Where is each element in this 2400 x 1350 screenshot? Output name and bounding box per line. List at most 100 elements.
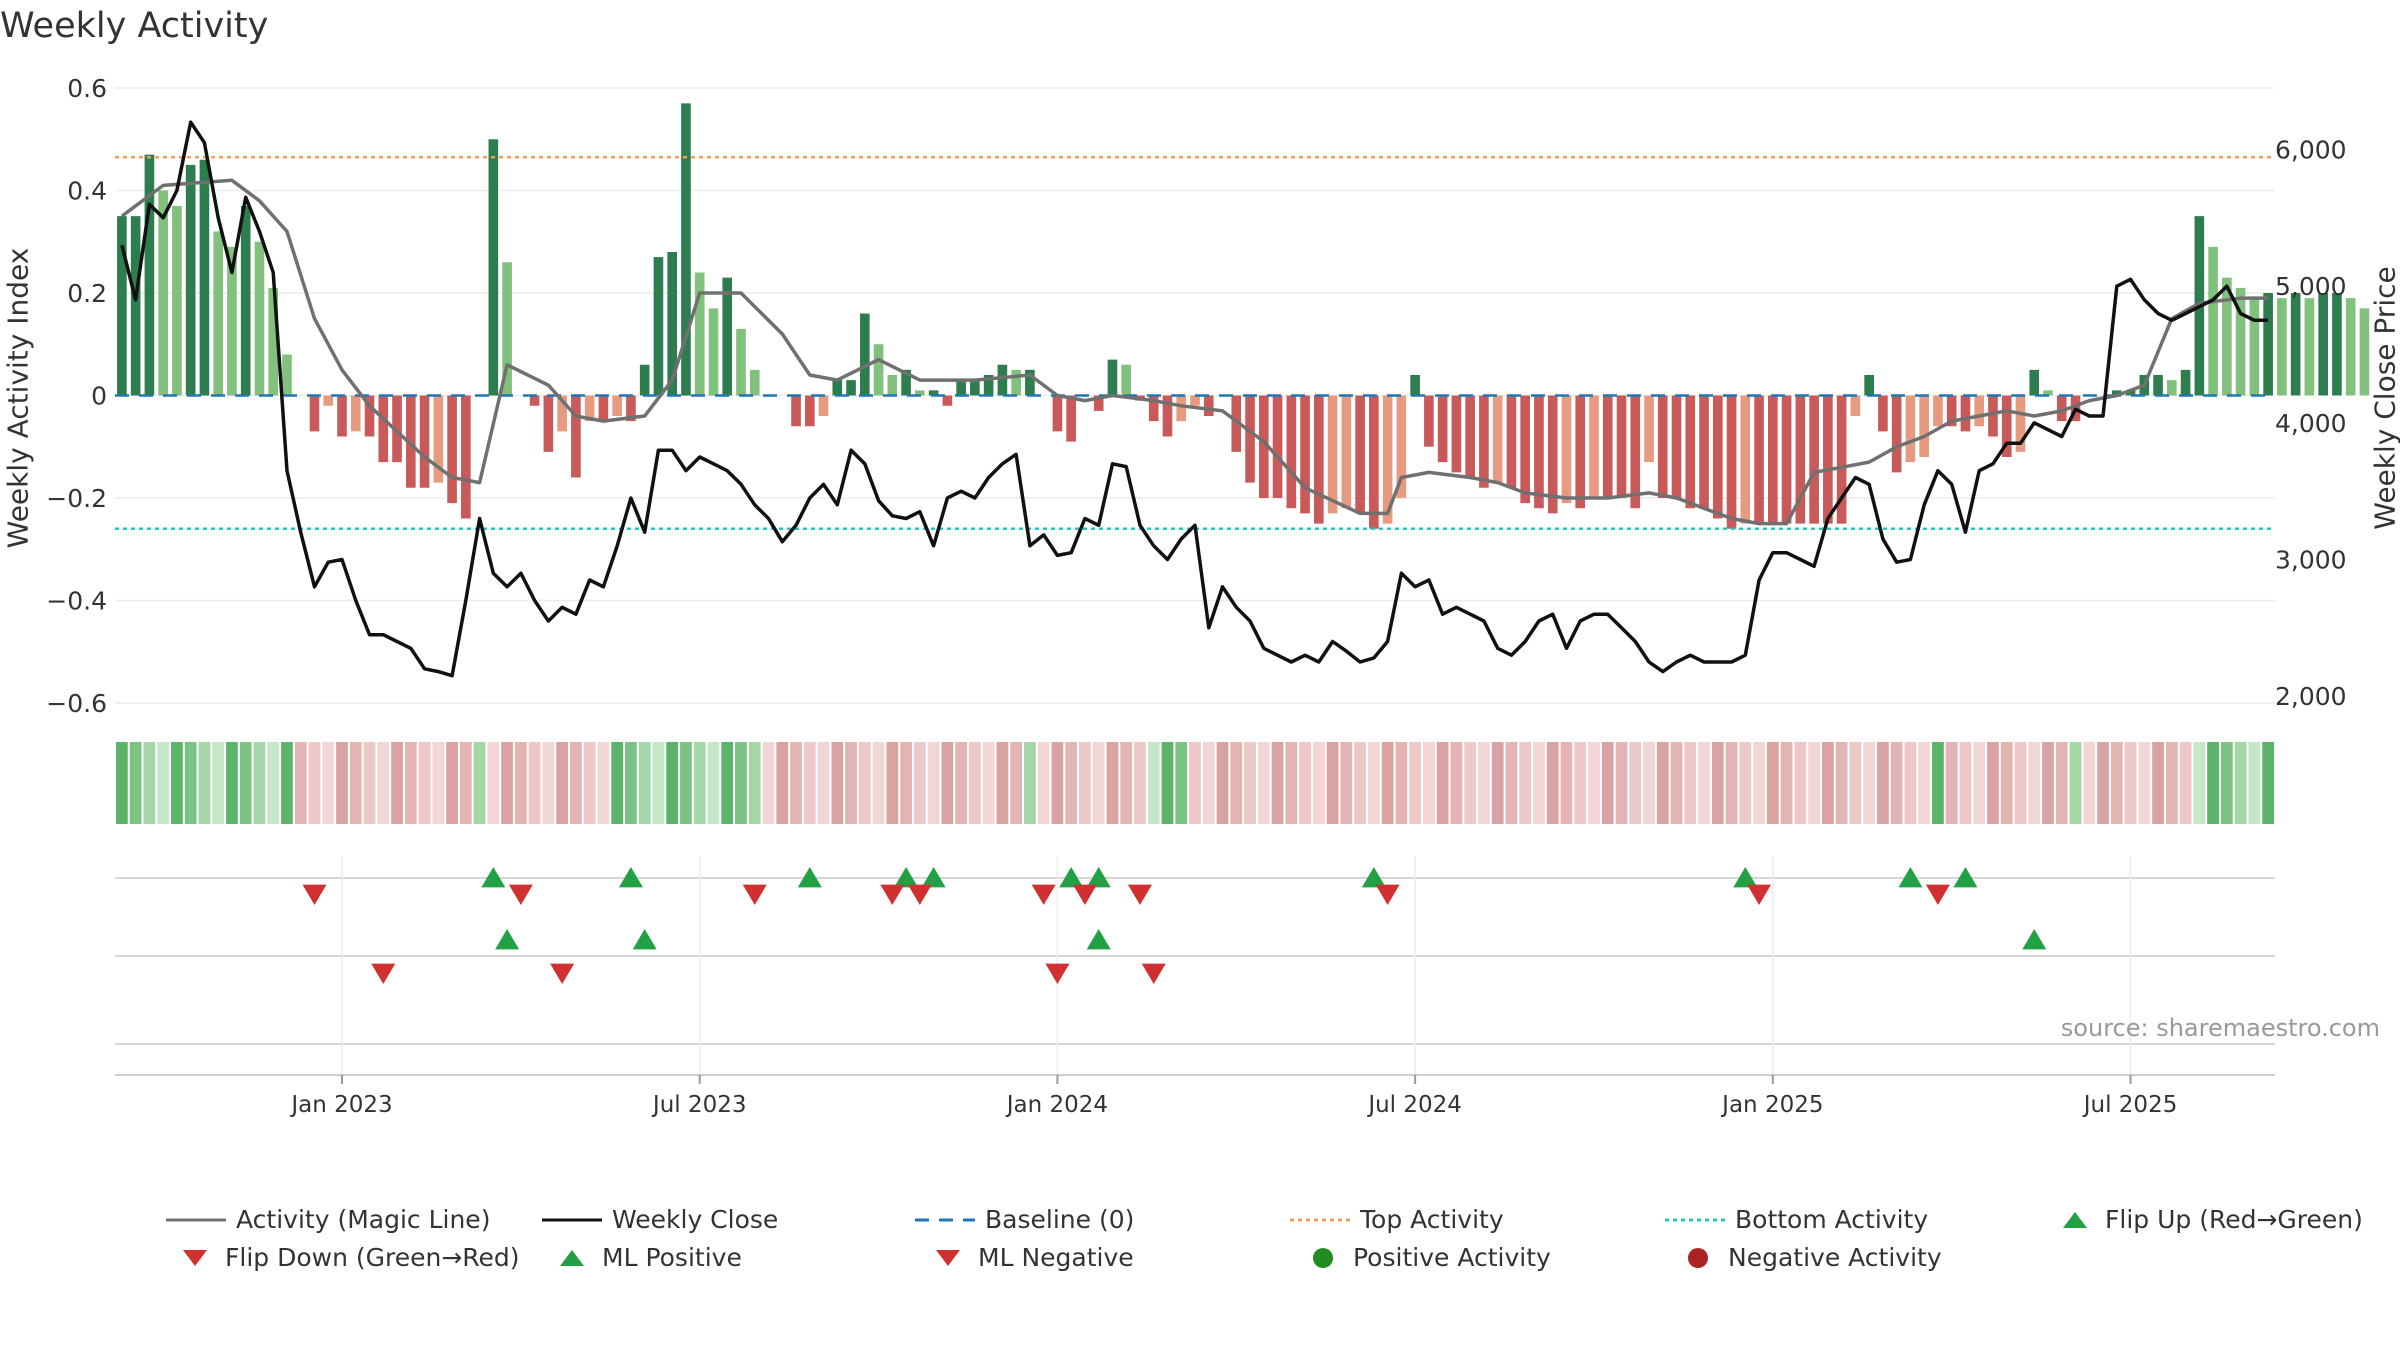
negative-activity-bar bbox=[2015, 395, 2026, 452]
negative-activity-bar bbox=[419, 395, 430, 488]
strip-cell-negative bbox=[817, 742, 830, 824]
strip-cell-negative bbox=[1808, 742, 1820, 824]
negative-activity-bar bbox=[942, 395, 953, 406]
strip-cell-positive bbox=[157, 742, 170, 824]
strip-cell-positive bbox=[171, 742, 183, 824]
negative-activity-bar bbox=[447, 395, 457, 504]
positive-activity-bar bbox=[667, 252, 678, 396]
x-tick-label: Jul 2024 bbox=[1366, 1092, 1462, 1118]
positive-activity-bar bbox=[2263, 293, 2273, 396]
strip-cell-negative bbox=[1987, 742, 1999, 824]
x-tick-label: Jan 2023 bbox=[289, 1092, 392, 1118]
negative-activity-bar bbox=[557, 395, 567, 432]
strip-cell-positive bbox=[116, 742, 128, 824]
positive-activity-bar bbox=[2359, 308, 2370, 396]
flip-down-marker bbox=[1747, 884, 1772, 905]
strip-cell-negative bbox=[982, 742, 995, 824]
strip-cell-positive bbox=[735, 742, 747, 824]
strip-cell-negative bbox=[1230, 742, 1243, 824]
positive-activity-bar bbox=[832, 380, 843, 396]
strip-cell-negative bbox=[1780, 742, 1793, 824]
positive-activity-bar bbox=[2345, 298, 2356, 396]
flip-down-marker bbox=[907, 884, 932, 905]
activity-bars bbox=[117, 103, 2370, 529]
strip-cell-positive bbox=[253, 742, 266, 824]
negative-activity-bar bbox=[1093, 395, 1104, 411]
strip-cell-negative bbox=[459, 742, 472, 824]
strip-cell-negative bbox=[1106, 742, 1119, 824]
legend-label: Flip Down (Green→Red) bbox=[225, 1243, 520, 1272]
negative-activity-bar bbox=[1520, 395, 1531, 504]
positive-activity-bar bbox=[213, 231, 223, 396]
strip-cell-negative bbox=[2110, 742, 2123, 824]
negative-activity-bar bbox=[1190, 395, 1200, 406]
strip-cell-negative bbox=[1395, 742, 1408, 824]
strip-cell-positive bbox=[748, 742, 761, 824]
triangle-down-icon bbox=[183, 1249, 207, 1266]
negative-activity-bar bbox=[571, 395, 581, 478]
strip-cell-negative bbox=[2055, 742, 2068, 824]
strip-cell-negative bbox=[1189, 742, 1201, 824]
ml-negative-marker bbox=[550, 963, 575, 984]
strip-cell-negative bbox=[1010, 742, 1023, 824]
strip-cell-negative bbox=[1821, 742, 1834, 824]
negative-activity-bar bbox=[1066, 395, 1076, 442]
positive-activity-bar bbox=[240, 205, 251, 396]
negative-activity-bar bbox=[323, 395, 334, 406]
strip-cell-negative bbox=[1079, 742, 1091, 824]
legend-item-negative-activity: Negative Activity bbox=[1678, 1243, 1942, 1272]
negative-activity-bar bbox=[1795, 395, 1806, 524]
circle-icon bbox=[1688, 1247, 1708, 1268]
strip-cell-positive bbox=[1024, 742, 1036, 824]
strip-cell-negative bbox=[1711, 742, 1724, 824]
positive-activity-bar bbox=[2332, 293, 2342, 396]
strip-cell-negative bbox=[404, 742, 417, 824]
flip-down-marker bbox=[1031, 884, 1056, 905]
magic-line-swatch-icon bbox=[166, 1218, 226, 1221]
strip-cell-negative bbox=[1478, 742, 1490, 824]
negative-activity-bar bbox=[818, 395, 829, 416]
negative-activity-bar bbox=[1479, 395, 1489, 488]
negative-activity-bar bbox=[1960, 395, 1971, 432]
positive-activity-bar bbox=[2222, 277, 2232, 396]
strip-cell-positive bbox=[666, 742, 679, 824]
negative-activity-bar bbox=[1534, 395, 1544, 509]
y-tick-label-left: −0.4 bbox=[46, 587, 107, 616]
negative-activity-bar bbox=[1258, 395, 1269, 498]
flip-up-marker bbox=[1953, 867, 1978, 888]
legend: Activity (Magic Line) Weekly Close Basel… bbox=[160, 1205, 2400, 1295]
flip-down-marker bbox=[1925, 884, 1950, 905]
strip-cell-negative bbox=[363, 742, 376, 824]
negative-activity-bar bbox=[1657, 395, 1668, 498]
strip-cell-negative bbox=[1629, 742, 1642, 824]
strip-cell-negative bbox=[845, 742, 857, 824]
flip-down-marker bbox=[1375, 884, 1400, 905]
activity-strip bbox=[116, 742, 2274, 824]
strip-cell-negative bbox=[2179, 742, 2192, 824]
y-tick-label-right: 6,000 bbox=[2275, 136, 2347, 165]
negative-activity-bar bbox=[1396, 395, 1407, 498]
strip-cell-positive bbox=[1932, 742, 1944, 824]
y-axis-label-left: Weekly Activity Index bbox=[1, 247, 35, 549]
negative-activity-bar bbox=[1685, 395, 1696, 509]
strip-cell-negative bbox=[1037, 742, 1050, 824]
flip-up-marker bbox=[1733, 867, 1758, 888]
ml-positive-marker bbox=[1086, 929, 1111, 950]
strip-cell-negative bbox=[2000, 742, 2013, 824]
y-tick-label-left: 0.6 bbox=[67, 74, 107, 103]
negative-activity-bar bbox=[2001, 395, 2012, 457]
y-tick-label-left: 0.2 bbox=[67, 279, 107, 308]
negative-activity-bar bbox=[1369, 395, 1379, 529]
positive-activity-bar bbox=[144, 154, 155, 396]
strip-cell-positive bbox=[680, 742, 692, 824]
strip-cell-positive bbox=[2220, 742, 2233, 824]
strip-cell-positive bbox=[611, 742, 624, 824]
weekly-close-line bbox=[120, 120, 2269, 678]
negative-activity-bar bbox=[1878, 395, 1888, 432]
negative-activity-bar bbox=[598, 395, 609, 422]
strip-cell-negative bbox=[2083, 742, 2096, 824]
strip-cell-negative bbox=[1753, 742, 1765, 824]
legend-label: ML Positive bbox=[602, 1243, 742, 1272]
strip-cell-negative bbox=[418, 742, 431, 824]
strip-cell-negative bbox=[1202, 742, 1215, 824]
